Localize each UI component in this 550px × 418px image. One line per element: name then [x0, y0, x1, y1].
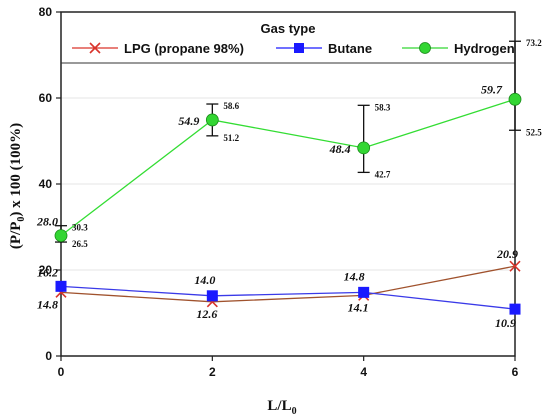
gridlines — [61, 97, 515, 271]
error-upper-label: 58.6 — [223, 101, 239, 111]
data-point-hydrogen — [357, 141, 371, 155]
series-line-2 — [60, 98, 516, 237]
legend-marker-circle-icon — [419, 42, 431, 54]
error-lower-label: 26.5 — [72, 239, 88, 249]
legend-item-hydrogen: Hydrogen — [402, 41, 515, 56]
data-point-hydrogen — [508, 92, 522, 106]
y-tick-label: 20 — [39, 263, 53, 277]
y-axis-label: (P/P0) x 100 (100%) — [8, 123, 27, 249]
data-labels: 14.8 12.6 14.1 20.9 16.2 14.0 14.8 10.9 28.0 54.9… — [36, 38, 542, 330]
y-tick-label: 0 — [45, 349, 52, 363]
data-label: 28.0 — [36, 215, 58, 229]
data-point-hydrogen — [205, 113, 219, 127]
data-label: 10.9 — [495, 316, 516, 330]
error-lower-label: 52.5 — [526, 127, 542, 137]
error-upper-label: 73.2 — [526, 38, 542, 48]
legend-marker-x-icon — [89, 42, 101, 54]
error-lower-label: 42.7 — [375, 169, 391, 179]
data-label: 14.0 — [194, 273, 215, 287]
y-tick-label: 60 — [39, 91, 53, 105]
data-label: 59.7 — [481, 82, 503, 96]
series-line-0 — [60, 265, 516, 303]
data-point-butane — [358, 286, 370, 298]
x-tick-label: 2 — [209, 365, 216, 379]
y-tick-label: 40 — [39, 177, 53, 191]
legend-label-hydrogen: Hydrogen — [454, 41, 515, 56]
x-tick-label: 0 — [58, 365, 65, 379]
error-upper-label: 58.3 — [375, 102, 391, 112]
legend-item-lpg: LPG (propane 98%) — [72, 41, 244, 56]
data-point-hydrogen — [54, 229, 68, 243]
data-label: 16.2 — [37, 265, 58, 279]
legend-title: Gas type — [261, 21, 316, 36]
data-point-butane — [206, 290, 218, 302]
legend-item-butane: Butane — [276, 41, 372, 56]
x-tick-label: 4 — [360, 365, 367, 379]
data-label: 14.1 — [348, 300, 369, 314]
error-lower-label: 51.2 — [223, 133, 239, 143]
data-label: 14.8 — [344, 269, 365, 283]
data-point-butane — [509, 303, 521, 315]
legend: Gas type LPG (propane 98%) Butane Hydrog… — [61, 21, 515, 64]
legend-label-butane: Butane — [328, 41, 372, 56]
y-axis-ticks: 0 20 40 60 80 — [39, 5, 61, 363]
x-tick-label: 6 — [512, 365, 519, 379]
legend-marker-square-icon — [294, 43, 304, 53]
error-upper-label: 30.3 — [72, 223, 88, 233]
series-layer — [54, 40, 522, 315]
legend-label-lpg: LPG (propane 98%) — [124, 41, 244, 56]
data-label: 12.6 — [196, 307, 217, 321]
data-label: 48.4 — [329, 142, 351, 156]
data-point-lpg — [509, 260, 521, 272]
y-tick-label: 80 — [39, 5, 53, 19]
x-axis-ticks: 0 2 4 6 — [58, 356, 519, 379]
data-label: 20.9 — [496, 247, 518, 261]
data-label: 14.8 — [37, 297, 58, 311]
data-label: 54.9 — [178, 114, 199, 128]
series-line-1 — [60, 285, 516, 310]
x-axis-label: L/L0 — [267, 398, 296, 417]
data-point-butane — [55, 280, 67, 292]
